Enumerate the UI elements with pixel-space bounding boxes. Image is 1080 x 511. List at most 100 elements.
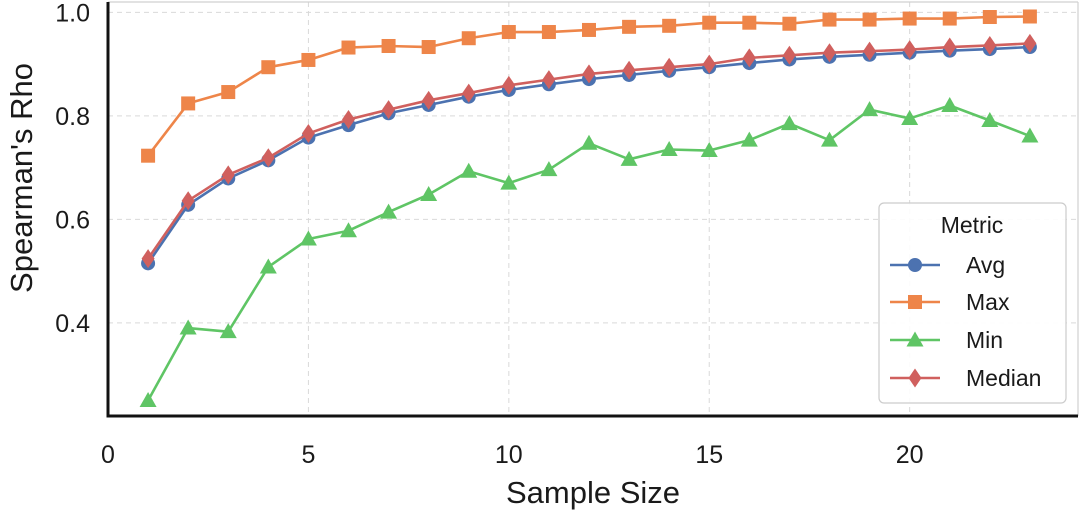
- data-point-min: [380, 203, 398, 219]
- data-point-median: [943, 37, 957, 57]
- data-point-max: [622, 19, 637, 34]
- x-tick-label: 10: [495, 441, 523, 469]
- data-point-median: [141, 249, 155, 269]
- x-tick-label: 15: [695, 441, 723, 469]
- data-point-max: [702, 15, 717, 30]
- data-point-max: [381, 38, 396, 53]
- data-point-max: [301, 52, 316, 67]
- data-point-max: [782, 16, 797, 31]
- legend-marker-median: [908, 368, 922, 388]
- y-tick-label: 1.0: [55, 0, 90, 27]
- data-point-max: [461, 31, 476, 46]
- data-point-median: [382, 100, 396, 120]
- data-point-max: [982, 10, 997, 25]
- x-axis-title: Sample Size: [506, 475, 680, 510]
- data-point-median: [582, 64, 596, 84]
- data-point-min: [540, 161, 558, 177]
- data-point-min: [500, 174, 518, 190]
- y-axis-title: Spearman's Rho: [4, 63, 39, 293]
- data-point-min: [700, 142, 718, 158]
- data-point-max: [421, 40, 436, 55]
- data-point-max: [1022, 9, 1037, 24]
- data-point-min: [660, 140, 678, 156]
- data-point-min: [139, 391, 157, 407]
- series-layer: [139, 9, 1039, 407]
- data-point-median: [863, 41, 877, 61]
- data-point-min: [339, 222, 357, 238]
- data-point-min: [460, 162, 478, 178]
- legend-label: Median: [966, 365, 1041, 391]
- data-point-median: [622, 60, 636, 80]
- legend-item-median: Median: [890, 365, 1041, 391]
- data-point-median: [462, 83, 476, 103]
- data-point-median: [702, 54, 716, 74]
- data-point-median: [422, 90, 436, 110]
- data-point-max: [341, 40, 356, 55]
- data-point-max: [181, 96, 196, 111]
- legend-item-avg: Avg: [890, 252, 1005, 278]
- data-point-min: [740, 131, 758, 147]
- data-point-min: [179, 319, 197, 335]
- data-point-median: [221, 165, 235, 185]
- data-point-max: [141, 148, 156, 163]
- data-point-max: [221, 85, 236, 100]
- x-tick-label: 0: [101, 441, 115, 469]
- data-point-median: [502, 75, 516, 95]
- data-point-median: [542, 70, 556, 90]
- x-tick-label: 20: [896, 441, 924, 469]
- data-point-median: [782, 45, 796, 65]
- data-point-max: [822, 12, 837, 27]
- data-point-median: [822, 43, 836, 63]
- legend-marker-min: [906, 331, 924, 347]
- axes: [106, 1, 1079, 418]
- data-point-min: [861, 101, 879, 117]
- y-tick-label: 0.4: [55, 310, 90, 338]
- tick-labels: 0 5 10 15 20 0.4 0.6 0.8 1.0: [55, 0, 923, 469]
- legend-label: Avg: [966, 252, 1005, 278]
- data-point-max: [541, 25, 556, 40]
- data-point-max: [742, 15, 757, 30]
- series-median: [141, 33, 1037, 269]
- legend-title: Metric: [941, 212, 1004, 238]
- data-point-max: [581, 22, 596, 37]
- data-point-max: [261, 60, 276, 75]
- data-point-max: [902, 11, 917, 26]
- data-point-median: [983, 35, 997, 55]
- data-point-median: [181, 191, 195, 211]
- data-point-median: [261, 148, 275, 168]
- data-point-max: [942, 11, 957, 26]
- data-point-median: [341, 109, 355, 129]
- data-point-min: [219, 323, 237, 339]
- data-point-min: [259, 258, 277, 274]
- y-tick-label: 0.8: [55, 103, 90, 131]
- series-max: [141, 9, 1037, 163]
- data-point-min: [420, 186, 438, 202]
- legend: Metric Avg Max Min Median: [878, 202, 1067, 404]
- data-point-min: [299, 230, 317, 246]
- legend-label: Max: [966, 289, 1010, 315]
- legend-item-max: Max: [890, 289, 1010, 315]
- data-point-median: [301, 123, 315, 143]
- y-tick-label: 0.6: [55, 206, 90, 234]
- legend-item-min: Min: [890, 327, 1003, 353]
- legend-label: Min: [966, 327, 1003, 353]
- data-point-max: [862, 12, 877, 27]
- data-point-min: [901, 109, 919, 125]
- data-point-min: [580, 134, 598, 150]
- x-tick-label: 5: [301, 441, 315, 469]
- data-point-max: [501, 25, 516, 40]
- series-min: [139, 97, 1039, 407]
- data-point-median: [1023, 33, 1037, 53]
- data-point-median: [742, 48, 756, 68]
- data-point-min: [820, 131, 838, 147]
- data-point-min: [1021, 127, 1039, 143]
- legend-marker-avg: [908, 258, 922, 272]
- data-point-min: [941, 97, 959, 112]
- data-point-min: [620, 150, 638, 166]
- data-point-max: [662, 18, 677, 33]
- data-point-median: [903, 40, 917, 60]
- data-point-min: [780, 115, 798, 131]
- legend-box: [878, 202, 1067, 404]
- data-point-median: [662, 57, 676, 77]
